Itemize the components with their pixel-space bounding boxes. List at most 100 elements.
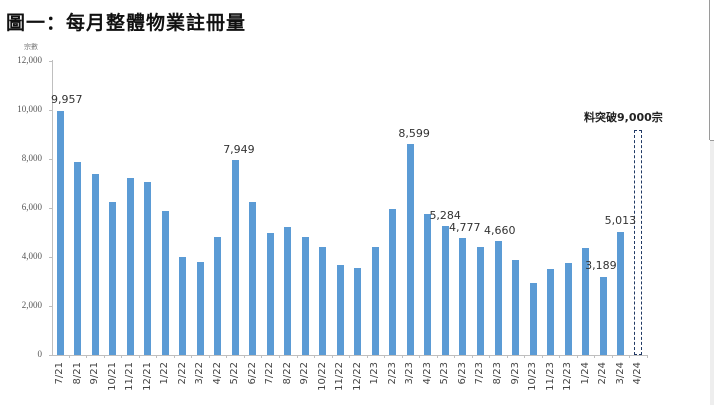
x-tick-mark xyxy=(191,355,193,358)
y-tick-label: 8,000 xyxy=(21,153,42,163)
projection-annotation: 料突破9,000宗 xyxy=(584,111,663,124)
x-tick-label: 7/21 xyxy=(54,362,65,385)
x-tick-mark xyxy=(86,355,88,358)
x-tick-label: 11/23 xyxy=(544,362,556,391)
x-tick-label: 10/21 xyxy=(106,362,118,391)
data-label: 8,599 xyxy=(398,127,430,141)
x-tick-mark xyxy=(68,355,70,358)
bar xyxy=(476,246,484,355)
x-tick-mark xyxy=(646,355,648,358)
y-tick-mark xyxy=(49,355,52,356)
x-tick-mark xyxy=(611,355,613,358)
x-tick-label: 4/22 xyxy=(211,362,223,385)
data-label: 3,189 xyxy=(585,258,617,272)
x-tick-mark xyxy=(489,355,491,358)
y-tick-label: 0 xyxy=(37,349,43,359)
bar xyxy=(459,237,467,355)
x-tick-label: 7/22 xyxy=(264,362,276,385)
x-tick-label: 3/23 xyxy=(404,362,416,385)
x-tick-label: 12/22 xyxy=(351,362,363,391)
x-tick-label: 8/22 xyxy=(281,362,293,385)
bar xyxy=(249,201,257,355)
y-tick-label: 4,000 xyxy=(21,251,42,261)
x-tick-mark xyxy=(559,355,561,358)
x-tick-mark xyxy=(349,355,351,358)
bar xyxy=(196,261,204,355)
bar xyxy=(564,263,572,355)
y-tick-mark xyxy=(49,208,52,209)
y-axis-line xyxy=(52,60,53,356)
y-tick-label: 10,000 xyxy=(17,104,42,114)
x-tick-mark xyxy=(629,355,631,358)
data-label: 7,949 xyxy=(223,143,255,157)
x-tick-label: 10/22 xyxy=(316,362,328,391)
bar xyxy=(109,202,117,355)
bar xyxy=(179,257,187,355)
y-tick-mark xyxy=(49,257,52,258)
bar xyxy=(582,247,590,355)
bar xyxy=(617,232,625,355)
bar xyxy=(599,276,607,355)
x-tick-mark xyxy=(314,355,316,358)
x-tick-label: 5/23 xyxy=(439,362,451,385)
x-tick-label: 8/21 xyxy=(71,362,83,385)
x-tick-mark xyxy=(506,355,508,358)
x-tick-label: 3/24 xyxy=(614,362,626,385)
x-tick-label: 4/24 xyxy=(632,362,644,385)
bar xyxy=(56,111,64,355)
x-tick-label: 8/23 xyxy=(492,362,503,385)
bar xyxy=(389,208,397,355)
bar xyxy=(91,173,99,355)
bar xyxy=(441,225,449,355)
x-tick-mark xyxy=(524,355,526,358)
y-tick-label: 6,000 xyxy=(21,202,42,212)
x-tick-mark xyxy=(226,355,228,358)
data-label: 4,777 xyxy=(448,220,481,234)
bar xyxy=(494,240,502,355)
bar xyxy=(319,246,327,355)
x-tick-label: 4/23 xyxy=(421,362,433,385)
x-tick-mark xyxy=(454,355,456,358)
bar xyxy=(266,233,274,355)
y-tick-mark xyxy=(49,159,52,160)
data-label: 5,284 xyxy=(429,208,461,222)
bar xyxy=(424,214,432,355)
x-tick-label: 2/23 xyxy=(386,362,398,385)
x-tick-mark xyxy=(419,355,421,358)
x-tick-mark xyxy=(103,355,105,358)
x-tick-mark xyxy=(173,355,175,358)
bar xyxy=(74,162,82,355)
x-tick-mark xyxy=(138,355,140,358)
x-tick-label: 2/22 xyxy=(176,362,188,385)
x-tick-mark xyxy=(156,355,158,358)
x-tick-label: 1/24 xyxy=(579,362,591,385)
x-tick-label: 6/22 xyxy=(246,362,258,385)
bar xyxy=(547,269,555,355)
x-tick-mark xyxy=(296,355,298,358)
projected-bar xyxy=(634,130,643,355)
bar xyxy=(214,236,222,355)
y-tick-mark xyxy=(49,306,52,307)
x-tick-label: 1/22 xyxy=(159,362,171,385)
bar xyxy=(301,236,309,355)
x-tick-label: 6/23 xyxy=(456,362,468,385)
y-tick-mark xyxy=(49,61,52,62)
x-tick-label: 3/22 xyxy=(194,362,206,385)
x-tick-label: 11/21 xyxy=(124,362,136,391)
x-tick-label: 9/21 xyxy=(89,362,101,385)
x-tick-mark xyxy=(243,355,245,358)
x-tick-mark xyxy=(121,355,123,358)
data-label: 5,013 xyxy=(604,214,637,228)
bar xyxy=(371,246,379,355)
x-tick-label: 1/23 xyxy=(369,362,381,385)
bar xyxy=(354,268,362,355)
side-panel xyxy=(710,140,714,405)
y-axis-unit-label: 宗數 xyxy=(24,43,38,51)
bar xyxy=(126,178,134,355)
x-tick-mark xyxy=(576,355,578,358)
x-tick-label: 5/22 xyxy=(229,362,241,385)
x-tick-mark xyxy=(366,355,368,358)
side-panel-border xyxy=(709,0,710,140)
x-tick-label: 12/23 xyxy=(562,362,574,391)
x-tick-mark xyxy=(436,355,438,358)
